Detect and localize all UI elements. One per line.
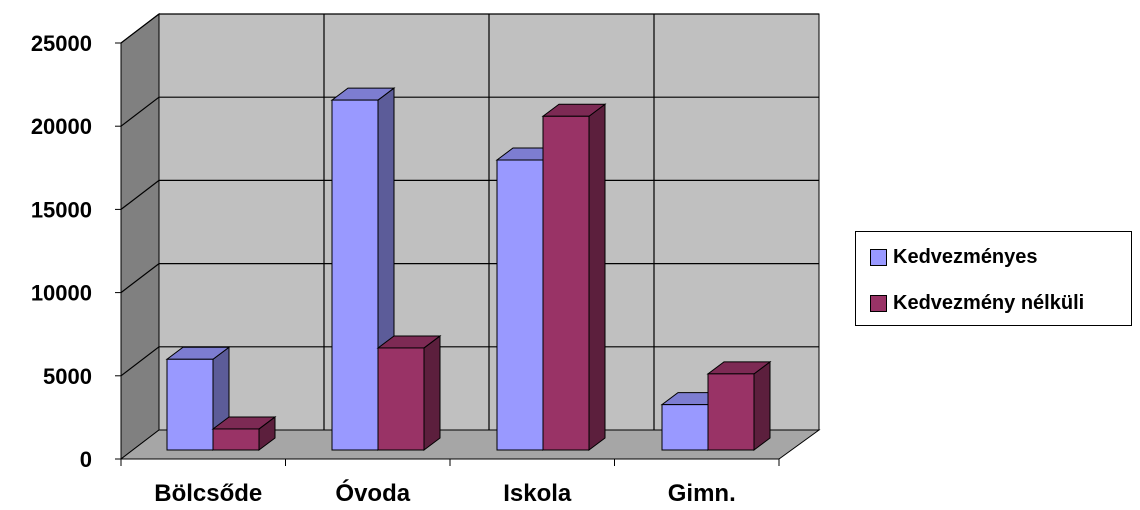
left-wall (120, 12, 160, 461)
x-tick-label-iskola: Iskola (503, 480, 572, 507)
axis-ticks: 0 5000 10000 15000 20000 25000 Bölcsőde Óvoda Is… (31, 31, 780, 507)
bar-side-kedvezmeny-nelkuli-ovoda (423, 334, 441, 451)
legend-swatch-kedvezmeny-nelkuli (870, 294, 887, 312)
legend-swatch-kedvezmenyes (870, 248, 887, 266)
legend-label-kedvezmeny-nelkuli: Kedvezmény nélküli (893, 291, 1085, 314)
x-tick-label-gimn: Gimn. (668, 480, 736, 507)
bar-kedvezmeny-nelkuli-gimn (706, 360, 772, 451)
bar-kedvezmeny-nelkuli-ovoda (376, 334, 442, 451)
y-tick-label-5000: 5000 (43, 364, 92, 389)
y-tick-label-20000: 20000 (31, 114, 92, 139)
bar-side-kedvezmeny-nelkuli-iskola (588, 103, 606, 451)
y-tick-label-0: 0 (80, 447, 92, 472)
bar-kedvezmeny-nelkuli-bolcsode (211, 415, 277, 451)
bar-front-kedvezmenyes-gimn (661, 404, 709, 451)
gridline-side-20000 (120, 96, 160, 127)
legend-item-kedvezmeny-nelkuli: Kedvezmény nélküli (870, 291, 1084, 315)
legend-label-kedvezmenyes: Kedvezményes (893, 245, 1038, 268)
x-tick-label-ovoda: Óvoda (335, 479, 410, 507)
gridlines (120, 13, 819, 430)
bar-front-kedvezmeny-nelkuli-ovoda (377, 347, 425, 451)
gridline-side-5000 (120, 346, 160, 377)
y-tick-label-25000: 25000 (31, 31, 92, 56)
legend-item-kedvezmenyes: Kedvezményes (870, 245, 1038, 269)
gridline-side-25000 (120, 13, 160, 44)
gridline-side-10000 (120, 263, 160, 294)
bar-front-kedvezmenyes-ovoda (331, 99, 379, 451)
bars (165, 87, 772, 451)
y-tick-label-10000: 10000 (31, 281, 92, 306)
bar-kedvezmeny-nelkuli-iskola (541, 103, 607, 451)
x-tick-label-bolcsode: Bölcsőde (154, 480, 262, 507)
bar-front-kedvezmenyes-iskola (496, 159, 544, 451)
gridline-side-15000 (120, 179, 160, 210)
y-tick-label-15000: 15000 (31, 197, 92, 222)
bar-front-kedvezmeny-nelkuli-bolcsode (212, 428, 260, 451)
bar-side-kedvezmeny-nelkuli-gimn (753, 360, 771, 451)
legend: Kedvezményes Kedvezmény nélküli (855, 231, 1132, 326)
bar-front-kedvezmeny-nelkuli-iskola (542, 115, 590, 451)
bar-front-kedvezmeny-nelkuli-gimn (707, 373, 755, 451)
bar-front-kedvezmenyes-bolcsode (166, 358, 214, 451)
